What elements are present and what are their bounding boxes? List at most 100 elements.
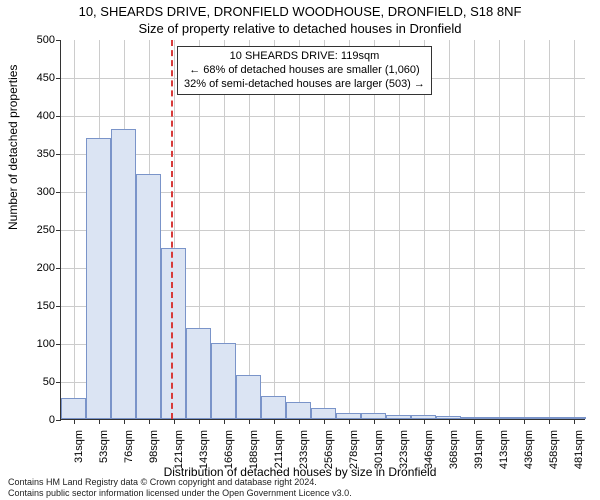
gridline-v [349,40,350,419]
bar [86,138,111,419]
xtick-label: 346sqm [423,430,435,490]
xtick-mark [374,419,375,424]
xtick-mark [124,419,125,424]
xtick-label: 458sqm [548,430,560,490]
xtick-label: 278sqm [348,430,360,490]
ytick-mark [56,78,61,79]
xtick-label: 53sqm [98,430,110,490]
gridline-v [274,40,275,419]
bar [411,415,436,419]
ytick-label: 400 [5,110,55,122]
ytick-label: 100 [5,338,55,350]
xtick-mark [324,419,325,424]
xtick-mark [424,419,425,424]
bar [211,343,236,419]
bar [436,416,461,419]
ytick-label: 200 [5,262,55,274]
ytick-label: 300 [5,186,55,198]
gridline-v [374,40,375,419]
xtick-label: 98sqm [148,430,160,490]
xtick-label: 391sqm [473,430,485,490]
ytick-mark [56,268,61,269]
ytick-label: 250 [5,224,55,236]
bar [336,413,361,419]
xtick-mark [349,419,350,424]
ytick-mark [56,420,61,421]
ytick-label: 350 [5,148,55,160]
xtick-mark [299,419,300,424]
xtick-mark [574,419,575,424]
bar [386,415,411,419]
xtick-mark [149,419,150,424]
gridline-v [324,40,325,419]
xtick-mark [199,419,200,424]
xtick-mark [549,419,550,424]
xtick-label: 121sqm [173,430,185,490]
gridline-v [549,40,550,419]
annotation-box: 10 SHEARDS DRIVE: 119sqm ← 68% of detach… [177,46,432,95]
ytick-mark [56,344,61,345]
ytick-label: 450 [5,72,55,84]
bar [511,417,536,419]
bar [186,328,211,419]
xtick-label: 31sqm [73,430,85,490]
xtick-mark [274,419,275,424]
gridline-v [574,40,575,419]
bar [286,402,311,419]
gridline-v [74,40,75,419]
bar [311,408,336,419]
xtick-label: 436sqm [523,430,535,490]
ytick-label: 0 [5,414,55,426]
ytick-mark [56,154,61,155]
xtick-label: 481sqm [573,430,585,490]
annotation-line2: ← 68% of detached houses are smaller (1,… [184,64,425,78]
ytick-label: 150 [5,300,55,312]
bar [161,248,186,419]
ytick-mark [56,306,61,307]
xtick-label: 233sqm [298,430,310,490]
ytick-mark [56,382,61,383]
reference-line [171,40,173,419]
bar [61,398,86,419]
xtick-mark [249,419,250,424]
xtick-label: 413sqm [498,430,510,490]
ytick-mark [56,230,61,231]
plot-area: 10 SHEARDS DRIVE: 119sqm ← 68% of detach… [60,40,585,420]
ytick-mark [56,192,61,193]
ytick-label: 50 [5,376,55,388]
gridline-v [399,40,400,419]
chart-title-line2: Size of property relative to detached ho… [0,21,600,36]
xtick-label: 301sqm [373,430,385,490]
gridline-v [449,40,450,419]
gridline-v [499,40,500,419]
xtick-mark [399,419,400,424]
xtick-mark [74,419,75,424]
xtick-label: 256sqm [323,430,335,490]
ytick-mark [56,116,61,117]
xtick-label: 143sqm [198,430,210,490]
bar [261,396,286,419]
xtick-label: 368sqm [448,430,460,490]
ytick-label: 500 [5,34,55,46]
chart-title-line1: 10, SHEARDS DRIVE, DRONFIELD WOODHOUSE, … [0,4,600,19]
ytick-mark [56,40,61,41]
annotation-line3: 32% of semi-detached houses are larger (… [184,78,425,92]
chart-container: 10, SHEARDS DRIVE, DRONFIELD WOODHOUSE, … [0,0,600,500]
bar [536,417,561,419]
xtick-mark [524,419,525,424]
xtick-mark [499,419,500,424]
gridline-v [299,40,300,419]
xtick-mark [449,419,450,424]
xtick-mark [99,419,100,424]
bar [136,174,161,419]
bar [111,129,136,419]
bar [236,375,261,419]
xtick-label: 188sqm [248,430,260,490]
bar [361,413,386,419]
bar [561,417,586,419]
xtick-mark [174,419,175,424]
gridline-v [524,40,525,419]
bar [486,417,511,419]
xtick-label: 166sqm [223,430,235,490]
xtick-mark [474,419,475,424]
